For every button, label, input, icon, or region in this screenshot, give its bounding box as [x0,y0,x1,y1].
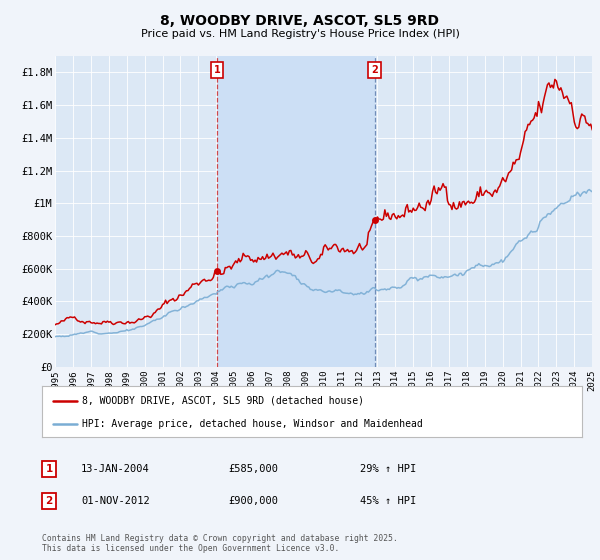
Text: 29% ↑ HPI: 29% ↑ HPI [360,464,416,474]
Bar [217,56,374,367]
Text: 1: 1 [46,464,53,474]
Text: 01-NOV-2012: 01-NOV-2012 [81,496,150,506]
Text: 13-JAN-2004: 13-JAN-2004 [81,464,150,474]
Text: 2: 2 [371,65,378,75]
Text: 1: 1 [214,65,220,75]
Text: HPI: Average price, detached house, Windsor and Maidenhead: HPI: Average price, detached house, Wind… [83,419,423,429]
Text: £585,000: £585,000 [228,464,278,474]
Text: Contains HM Land Registry data © Crown copyright and database right 2025.
This d: Contains HM Land Registry data © Crown c… [42,534,398,553]
Text: 45% ↑ HPI: 45% ↑ HPI [360,496,416,506]
Text: 8, WOODBY DRIVE, ASCOT, SL5 9RD (detached house): 8, WOODBY DRIVE, ASCOT, SL5 9RD (detache… [83,395,365,405]
Text: 2: 2 [46,496,53,506]
Text: 8, WOODBY DRIVE, ASCOT, SL5 9RD: 8, WOODBY DRIVE, ASCOT, SL5 9RD [161,14,439,28]
Text: Price paid vs. HM Land Registry's House Price Index (HPI): Price paid vs. HM Land Registry's House … [140,29,460,39]
Text: £900,000: £900,000 [228,496,278,506]
